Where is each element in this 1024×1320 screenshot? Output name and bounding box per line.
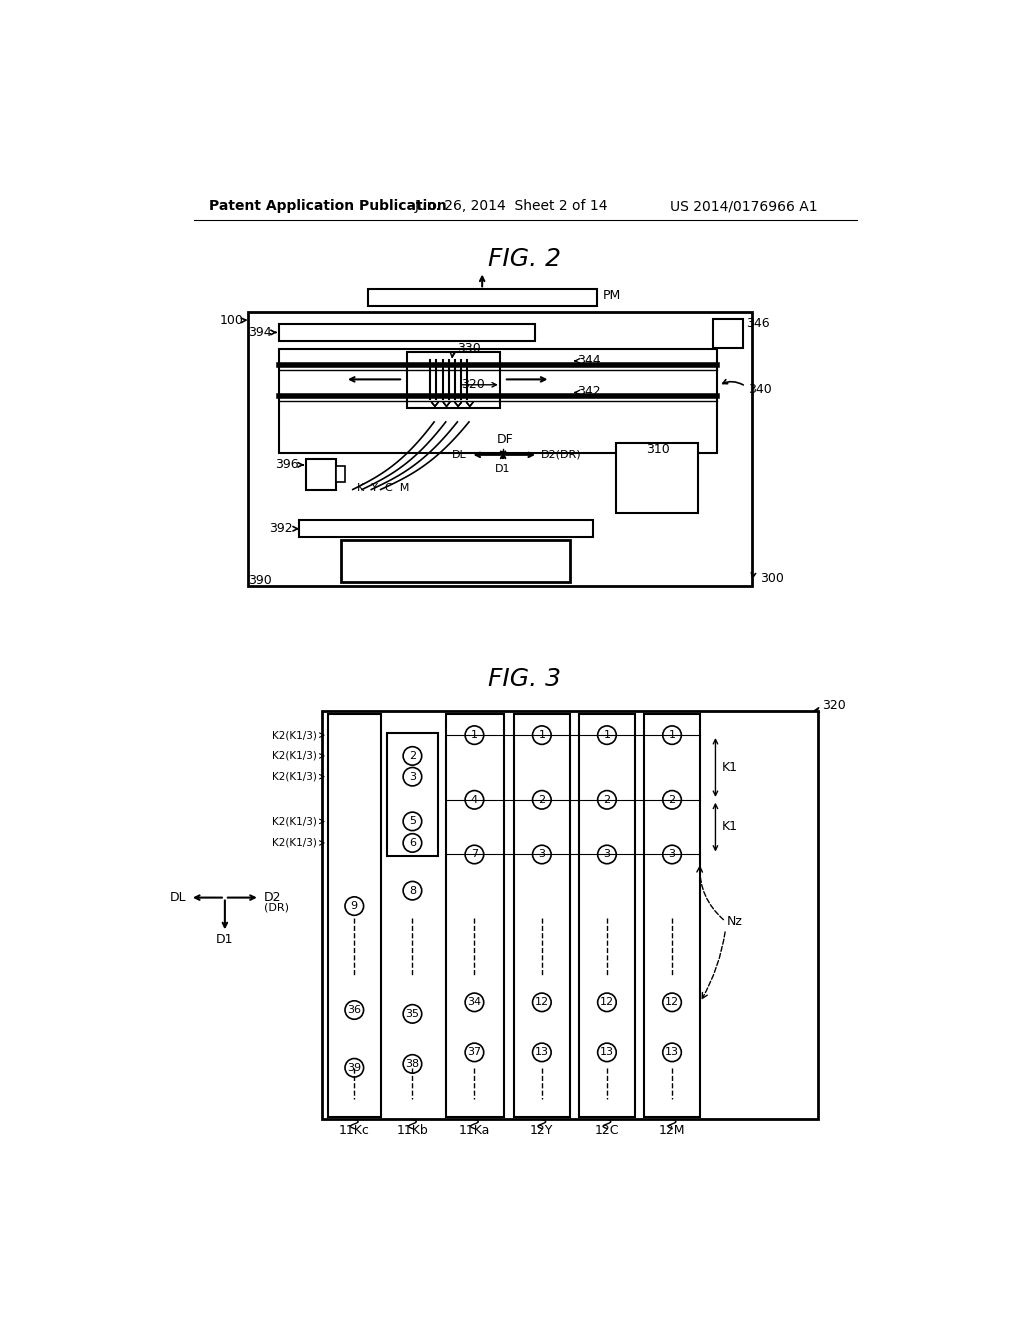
Bar xyxy=(579,714,635,1117)
Text: 344: 344 xyxy=(578,354,601,367)
Text: K2(K1/3): K2(K1/3) xyxy=(272,730,317,741)
Bar xyxy=(322,711,818,1119)
Text: 13: 13 xyxy=(535,1047,549,1057)
Text: 8: 8 xyxy=(409,886,416,896)
Text: 7: 7 xyxy=(471,850,478,859)
Text: 3: 3 xyxy=(603,850,610,859)
Text: 6: 6 xyxy=(409,838,416,847)
Text: K1: K1 xyxy=(722,820,737,833)
Bar xyxy=(713,318,742,348)
Text: 1: 1 xyxy=(669,730,676,741)
Bar xyxy=(299,520,593,537)
Text: 390: 390 xyxy=(248,574,272,587)
Text: 3: 3 xyxy=(669,850,676,859)
Text: 100: 100 xyxy=(219,314,244,326)
Bar xyxy=(336,466,345,482)
Text: 2: 2 xyxy=(409,751,416,760)
Bar xyxy=(280,350,717,453)
Text: 5: 5 xyxy=(409,816,416,826)
Text: 300: 300 xyxy=(760,572,783,585)
Text: 9: 9 xyxy=(351,902,357,911)
Text: 38: 38 xyxy=(406,1059,420,1069)
Text: 342: 342 xyxy=(578,385,601,399)
Text: 3: 3 xyxy=(539,850,546,859)
Bar xyxy=(341,540,569,582)
Text: D2: D2 xyxy=(263,891,282,904)
Bar xyxy=(280,323,535,341)
Text: K  Y  C  M: K Y C M xyxy=(356,483,409,492)
Text: 346: 346 xyxy=(746,317,770,330)
Text: 320: 320 xyxy=(461,379,485,391)
Text: 3: 3 xyxy=(409,772,416,781)
Text: 12C: 12C xyxy=(595,1125,620,1138)
Text: 12M: 12M xyxy=(658,1125,685,1138)
Text: 310: 310 xyxy=(646,444,670,455)
Text: 34: 34 xyxy=(467,998,481,1007)
Text: 320: 320 xyxy=(821,698,846,711)
Text: 12Y: 12Y xyxy=(530,1125,554,1138)
Bar xyxy=(616,444,697,512)
Bar xyxy=(248,313,752,586)
Bar xyxy=(407,352,500,408)
Text: 12: 12 xyxy=(600,998,614,1007)
Text: 12: 12 xyxy=(665,998,679,1007)
Text: Jun. 26, 2014  Sheet 2 of 14: Jun. 26, 2014 Sheet 2 of 14 xyxy=(415,199,608,213)
Text: D1: D1 xyxy=(216,933,233,946)
Bar xyxy=(644,714,700,1117)
Text: 11Ka: 11Ka xyxy=(459,1125,490,1138)
Text: K2(K1/3): K2(K1/3) xyxy=(272,838,317,847)
Text: 330: 330 xyxy=(458,342,481,355)
Text: Patent Application Publication: Patent Application Publication xyxy=(209,199,447,213)
Text: 394: 394 xyxy=(248,326,271,339)
Text: 35: 35 xyxy=(406,1008,420,1019)
Text: DF: DF xyxy=(497,433,514,446)
Text: FIG. 3: FIG. 3 xyxy=(488,667,561,690)
Text: Nz: Nz xyxy=(727,915,743,928)
Text: 2: 2 xyxy=(603,795,610,805)
Text: 1: 1 xyxy=(539,730,546,741)
Text: FIG. 2: FIG. 2 xyxy=(488,247,561,271)
Text: 1: 1 xyxy=(603,730,610,741)
Text: D1: D1 xyxy=(496,463,511,474)
Bar xyxy=(514,714,569,1117)
Bar xyxy=(306,459,336,490)
Text: 39: 39 xyxy=(347,1063,361,1073)
Text: 13: 13 xyxy=(665,1047,679,1057)
Text: 2: 2 xyxy=(669,795,676,805)
Text: 13: 13 xyxy=(600,1047,614,1057)
Text: DL: DL xyxy=(170,891,186,904)
Text: 2: 2 xyxy=(539,795,546,805)
Text: 11Kb: 11Kb xyxy=(396,1125,428,1138)
Text: 4: 4 xyxy=(471,795,478,805)
Text: K2(K1/3): K2(K1/3) xyxy=(272,751,317,760)
Text: 36: 36 xyxy=(347,1005,361,1015)
Text: 12: 12 xyxy=(535,998,549,1007)
Text: 11Kc: 11Kc xyxy=(339,1125,370,1138)
Text: PM: PM xyxy=(603,289,622,302)
Bar xyxy=(445,714,504,1117)
Text: 37: 37 xyxy=(467,1047,481,1057)
Text: 392: 392 xyxy=(269,523,293,536)
Text: D2(DR): D2(DR) xyxy=(541,450,582,459)
Bar xyxy=(328,714,381,1117)
Text: 1: 1 xyxy=(471,730,478,741)
Text: K2(K1/3): K2(K1/3) xyxy=(272,816,317,826)
Text: (DR): (DR) xyxy=(263,903,289,912)
Text: US 2014/0176966 A1: US 2014/0176966 A1 xyxy=(671,199,818,213)
Text: DL: DL xyxy=(452,450,467,459)
Text: K1: K1 xyxy=(722,760,737,774)
Text: 340: 340 xyxy=(748,383,772,396)
Bar xyxy=(369,289,597,306)
Text: 396: 396 xyxy=(274,458,299,471)
Bar xyxy=(387,733,438,857)
Text: K2(K1/3): K2(K1/3) xyxy=(272,772,317,781)
